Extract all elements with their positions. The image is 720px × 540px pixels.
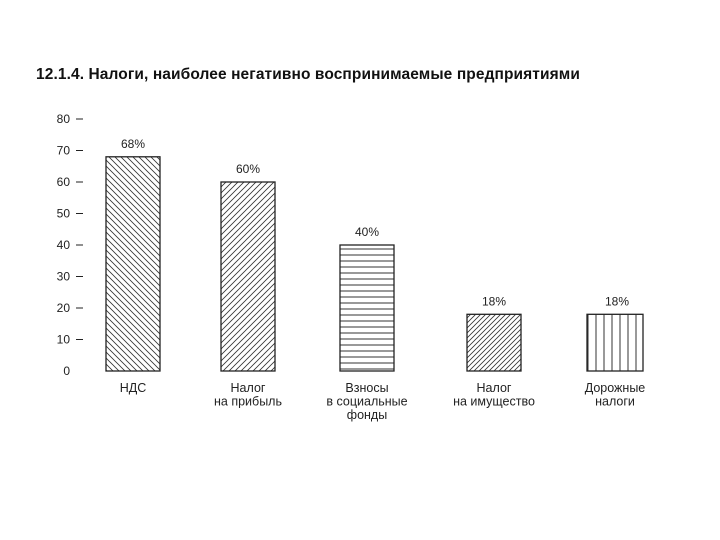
y-tick-label: 70 xyxy=(57,144,71,158)
chart-title: 12.1.4. Налоги, наиболее негативно воспр… xyxy=(36,66,580,83)
x-category-label: на прибыль xyxy=(214,395,282,409)
data-label: 40% xyxy=(355,225,379,239)
data-label: 60% xyxy=(236,162,260,176)
x-category-label: НДС xyxy=(120,381,147,395)
x-category-label: фонды xyxy=(347,408,387,422)
bar xyxy=(466,313,522,372)
y-tick-label: 50 xyxy=(57,207,71,221)
y-tick-label: 0 xyxy=(63,364,70,378)
y-tick-label: 40 xyxy=(57,238,71,252)
y-tick-label: 80 xyxy=(57,112,71,126)
bar xyxy=(105,156,161,372)
data-label: 18% xyxy=(605,294,629,308)
y-tick-label: 60 xyxy=(57,175,71,189)
bar xyxy=(586,313,644,372)
y-tick-label: 20 xyxy=(57,301,71,315)
y-axis: 0 10 20 30 40 50 60 70 80 xyxy=(57,112,83,378)
bar xyxy=(339,244,395,372)
x-category-label: налоги xyxy=(595,395,635,409)
bar xyxy=(220,181,276,372)
x-category-label: Налог xyxy=(231,381,266,395)
data-label: 68% xyxy=(121,137,145,151)
y-tick-label: 10 xyxy=(57,333,71,347)
data-label: 18% xyxy=(482,294,506,308)
x-category-label: Налог xyxy=(477,381,512,395)
x-category-label: Взносы xyxy=(345,381,388,395)
y-tick-label: 30 xyxy=(57,270,71,284)
x-category-label: Дорожные xyxy=(585,381,646,395)
x-category-label: на имущество xyxy=(453,395,535,409)
x-category-label: в социальные xyxy=(326,395,407,409)
